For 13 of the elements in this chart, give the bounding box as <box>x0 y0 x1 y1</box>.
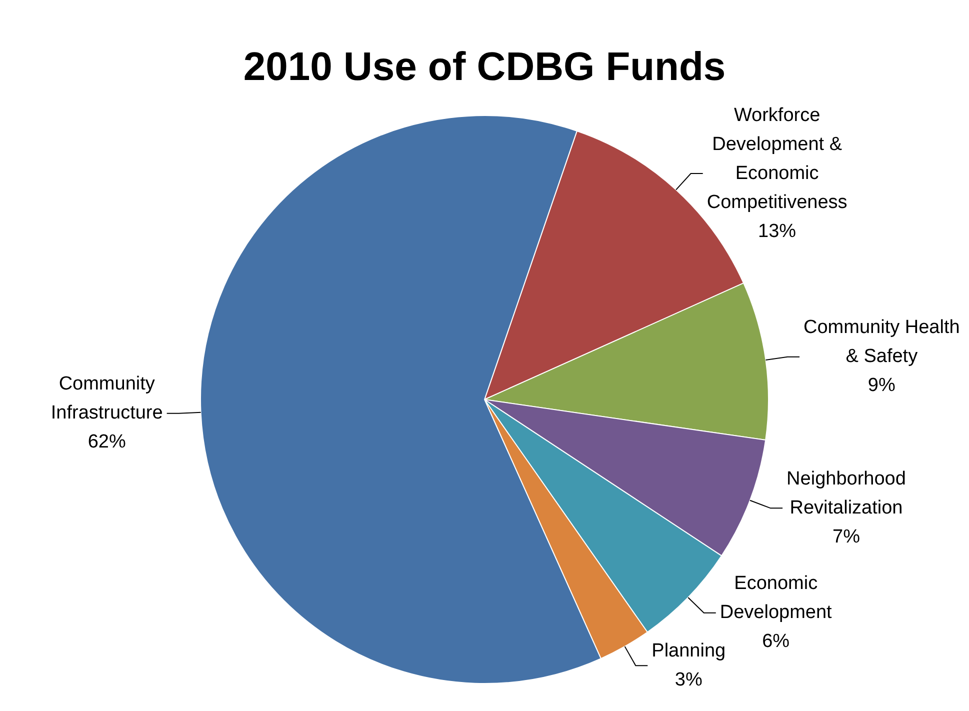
data-label: 7% <box>832 526 860 548</box>
data-label: 9% <box>868 375 896 396</box>
slice-label: Economic Development <box>720 573 833 624</box>
data-label: 3% <box>674 669 702 690</box>
data-label: 6% <box>762 631 790 652</box>
data-label: 13% <box>758 220 796 242</box>
chart-title: 2010 Use of CDBG Funds <box>243 45 726 90</box>
slice-label: Community Health & Safety <box>804 317 960 368</box>
slice-label: Neighborhood Revitalization <box>786 468 906 518</box>
data-label: 62% <box>88 432 126 453</box>
slice-label: Planning <box>652 640 726 662</box>
slice-label: Community Infrastructure <box>50 374 163 424</box>
slice-label: Workforce Development & Economic Competitiveness <box>706 104 848 213</box>
